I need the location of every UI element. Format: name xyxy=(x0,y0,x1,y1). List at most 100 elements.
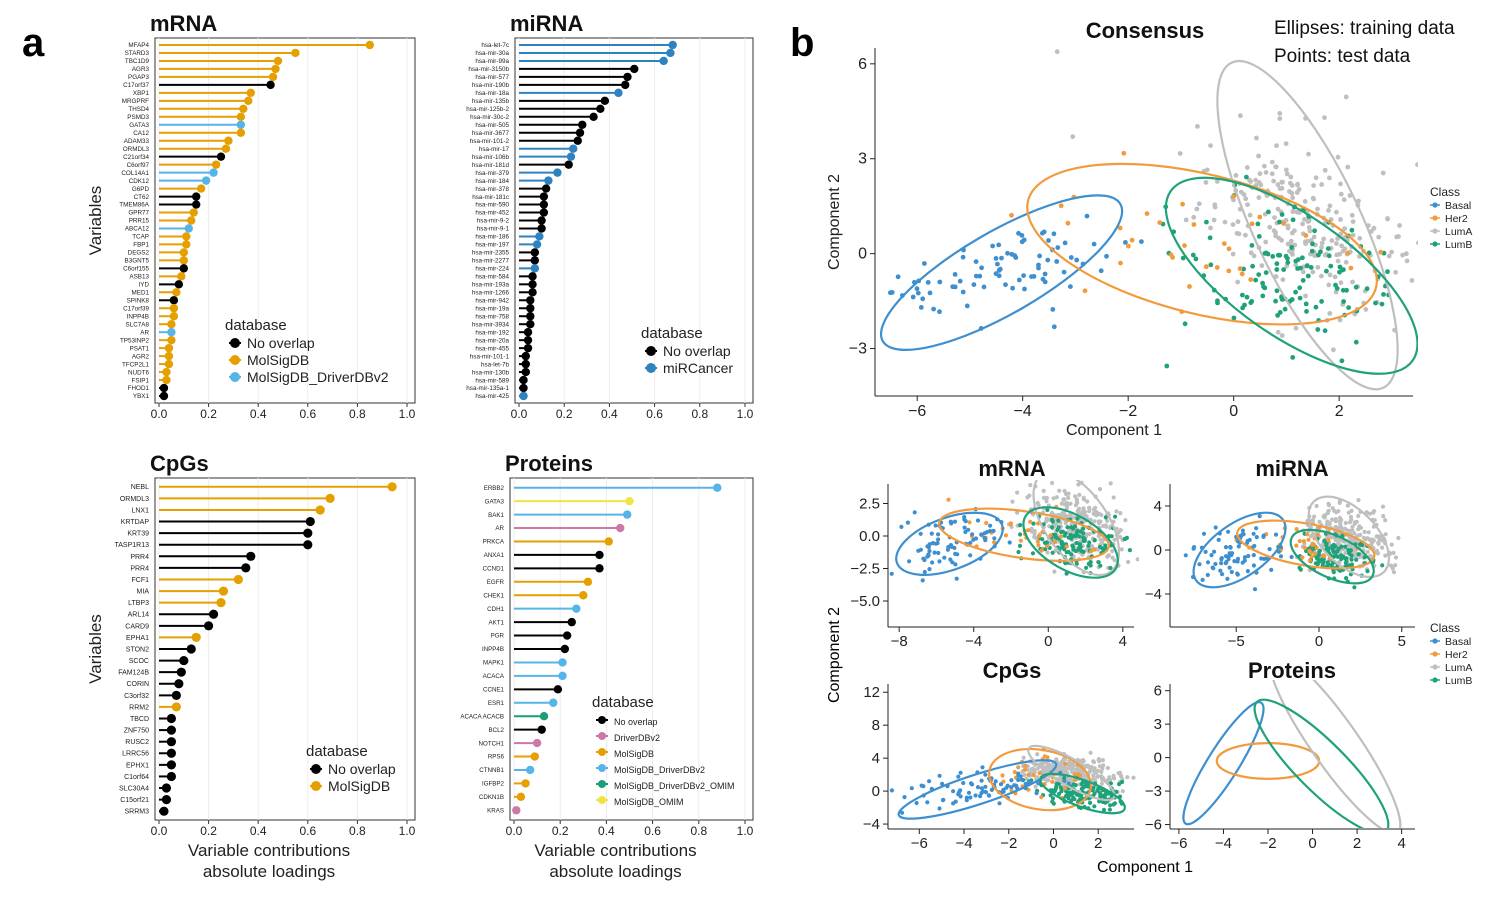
mirna_scatter-point-lumb xyxy=(1349,562,1354,567)
cpg_loadings-xtick-label: 0.0 xyxy=(151,824,168,838)
mirna_loadings-point xyxy=(659,56,668,66)
consensus_scatter-point-her2 xyxy=(1082,288,1088,294)
consensus_scatter-point-lumb xyxy=(1277,252,1283,258)
mirna_loadings-category-label: hsa-let-7c xyxy=(481,42,509,49)
mrna_loadings-point xyxy=(172,288,181,297)
cpg_scatter-point-her2 xyxy=(1045,755,1050,760)
consensus_scatter-point-luma xyxy=(1338,191,1344,197)
mirna_loadings-point xyxy=(600,96,610,106)
mirna_scatter-point-basal xyxy=(1236,544,1241,549)
mrna_loadings-point xyxy=(177,272,186,281)
consensus_scatter-point-basal xyxy=(859,318,864,323)
cpg_loadings-xtick-label: 0.6 xyxy=(299,824,316,838)
consensus_scatter-point-luma xyxy=(1288,238,1294,244)
mrna_loadings-category-label: XBP1 xyxy=(133,90,150,97)
mrna_scatter-point-her2 xyxy=(1026,528,1031,533)
mirna_scatter-point-her2 xyxy=(1314,545,1319,551)
mrna_loadings-point xyxy=(184,224,193,233)
consensus_scatter-point-luma xyxy=(1222,219,1228,225)
mirna_loadings-category-label: hsa-mir-589 xyxy=(475,377,509,384)
mirna_loadings-category-label: hsa-mir-30c-2 xyxy=(470,114,509,121)
mirna_scatter-point-luma xyxy=(1314,503,1319,509)
mirna_scatter-point-basal xyxy=(1219,561,1224,566)
cpg_loadings-point xyxy=(191,632,201,643)
mirna_loadings-point xyxy=(528,288,537,297)
consensus_scatter-point-luma xyxy=(1296,187,1302,192)
consensus_scatter-point-luma xyxy=(1303,293,1308,299)
mirna_scatter-point-basal xyxy=(1252,587,1258,592)
cpg_loadings-point xyxy=(241,563,251,573)
consensus_scatter-point-luma xyxy=(1214,179,1220,184)
mrna_scatter-point-luma xyxy=(1051,496,1056,501)
mirna_loadings-point xyxy=(519,391,528,401)
mirna_loadings-point xyxy=(539,200,549,209)
cpg_loadings-point xyxy=(387,482,397,492)
cpg_scatter-point-her2 xyxy=(1026,772,1031,777)
mrna_scatter-point-basal xyxy=(952,519,958,524)
consensus_scatter-point-luma xyxy=(1321,236,1327,242)
mrna_scatter-point-basal xyxy=(936,550,941,556)
mrna_scatter-point-luma xyxy=(1119,547,1124,552)
protein_loadings-category-label: CCNE1 xyxy=(483,686,505,693)
protein_loadings-category-label: ESR1 xyxy=(488,700,505,707)
consensus_scatter-point-her2 xyxy=(1117,225,1123,231)
consensus_scatter-point-luma xyxy=(1311,183,1316,189)
mirna_scatter-point-her2 xyxy=(1311,542,1316,547)
mrna_scatter-point-luma xyxy=(1077,492,1082,497)
mirna_loadings-point xyxy=(528,272,537,281)
mirna_scatter-point-her2 xyxy=(1322,554,1327,559)
consensus_scatter-point-lumb xyxy=(1263,250,1269,256)
mirna_loadings-point xyxy=(530,256,540,265)
mrna_loadings-point xyxy=(246,88,255,98)
cpg_scatter-point-her2 xyxy=(1077,773,1082,778)
protein_scatter-legend-swatch xyxy=(1432,677,1438,683)
consensus_scatter-point-basal xyxy=(937,309,942,315)
consensus_scatter-point-luma xyxy=(1290,195,1295,201)
protein_loadings-category-label: PRKCA xyxy=(483,539,505,546)
mirna_loadings-point xyxy=(623,72,632,82)
mirna_scatter-ellipse-luma xyxy=(1307,495,1391,579)
mrna_scatter-point-lumb xyxy=(1096,560,1101,565)
mrna_loadings-category-label: FBP1 xyxy=(133,242,149,249)
consensus_scatter-point-luma xyxy=(1357,235,1363,241)
consensus_scatter-point-luma xyxy=(1195,124,1200,129)
mrna_scatter-point-lumb xyxy=(1113,514,1118,519)
mirna_loadings-point xyxy=(532,240,542,249)
mirna_loadings-category-label: hsa-mir-181d xyxy=(472,162,510,169)
mirna_scatter-point-basal xyxy=(1235,556,1241,561)
consensus_scatter-point-luma xyxy=(1419,257,1424,262)
mrna_loadings-category-label: GPR77 xyxy=(128,210,149,217)
mrna_scatter-point-basal xyxy=(968,553,973,558)
mirna_scatter-ellipse-lumb xyxy=(1289,528,1375,585)
mrna_loadings-category-label: DEGS2 xyxy=(128,250,150,257)
mirna_scatter-point-luma xyxy=(1336,509,1341,514)
cpg_scatter-point-basal xyxy=(958,794,963,799)
mirna_loadings-point xyxy=(530,248,540,257)
mirna_loadings-point xyxy=(523,335,533,345)
consensus_scatter-point-basal xyxy=(915,290,921,296)
mirna_loadings-category-label: hsa-mir-101-1 xyxy=(470,353,510,360)
consensus_scatter-point-luma xyxy=(1183,217,1189,223)
consensus_scatter-point-basal xyxy=(1123,240,1128,245)
mirna_scatter-point-basal xyxy=(1223,561,1228,566)
mirna_scatter-point-luma xyxy=(1333,524,1338,530)
mrna_loadings-category-label: C6orf155 xyxy=(123,266,149,273)
mirna_scatter-point-luma xyxy=(1346,543,1351,548)
mrna_scatter-xtick-label: 4 xyxy=(1119,633,1127,650)
mrna_loadings-legend-swatch xyxy=(230,372,240,382)
cpg_scatter-point-luma xyxy=(1029,767,1034,772)
mrna_scatter-point-luma xyxy=(1110,549,1115,554)
mrna_scatter-point-basal xyxy=(881,574,885,578)
consensus_scatter-point-basal xyxy=(1139,239,1144,245)
consensus_scatter-point-lumb xyxy=(1263,270,1269,275)
cpg_scatter-point-luma xyxy=(1099,769,1104,775)
consensus_scatter-annotation: Ellipses: training data xyxy=(1274,18,1455,39)
mrna_loadings-point xyxy=(236,120,246,129)
cpg_loadings-category-label: ZNF750 xyxy=(124,728,149,735)
consensus_scatter-point-lumb xyxy=(1241,266,1246,272)
consensus_scatter-point-basal xyxy=(1040,276,1046,282)
mirna_loadings-point xyxy=(521,359,530,369)
mirna_scatter-point-luma xyxy=(1322,515,1327,520)
consensus_scatter-point-her2 xyxy=(1058,203,1064,209)
